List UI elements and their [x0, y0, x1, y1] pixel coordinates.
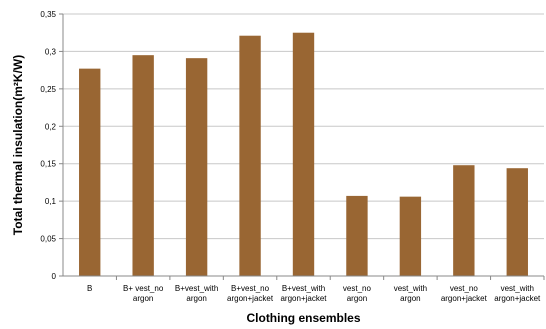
x-category-label: vest_with argon+jacket [494, 284, 541, 303]
bar [79, 68, 101, 276]
y-tick-label: 0,25 [40, 85, 56, 94]
bar [132, 55, 154, 276]
y-tick-labels: 0 0,05 0,1 0,15 0,2 0,25 0,3 0,35 [40, 10, 63, 281]
x-category-label: vest_no argon [343, 284, 372, 303]
y-tick-label: 0 [52, 272, 57, 281]
x-category-label: vest_no argon+jacket [441, 284, 488, 303]
y-tick-label: 0,35 [40, 10, 56, 19]
y-axis-title: Total thermal insulation(m²K/W) [11, 55, 25, 235]
bar [239, 35, 261, 276]
bar [399, 196, 422, 276]
y-tick-label: 0,3 [45, 47, 57, 56]
x-category-label: B+vest_no argon+jacket [227, 284, 274, 303]
x-category-label: B+vest_with argon+jacket [280, 284, 327, 303]
bar [506, 168, 528, 276]
y-tick-label: 0,15 [40, 160, 56, 169]
bar [292, 32, 315, 276]
x-category-label: B+ vest_no argon [123, 284, 164, 303]
x-axis-title: Clothing ensembles [246, 311, 360, 325]
x-category-labels: B B+ vest_no argon B+vest_with argon B+vest_n… [87, 276, 545, 303]
bar [346, 195, 368, 276]
y-tick-label: 0,2 [45, 122, 57, 131]
y-tick-label: 0,1 [45, 197, 57, 206]
y-tick-label: 0,05 [40, 235, 56, 244]
x-category-label: B [87, 284, 92, 293]
x-category-label: B+vest_with argon [175, 284, 218, 303]
bar [185, 58, 208, 277]
bars [79, 32, 528, 277]
x-category-label: vest_with argon [394, 284, 427, 303]
bar [453, 165, 475, 276]
